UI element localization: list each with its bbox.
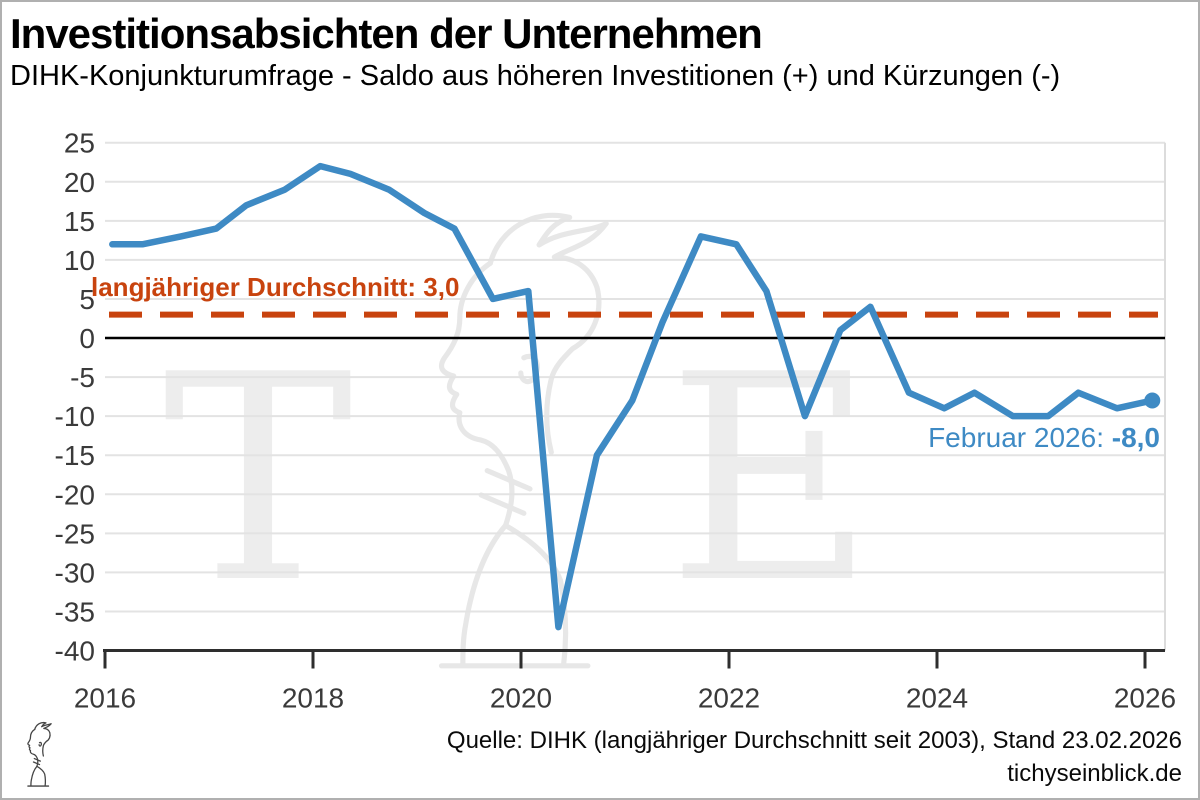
x-axis-tick-label: 2024 (906, 683, 968, 714)
last-point-label: Februar 2026: -8,0 (928, 422, 1160, 453)
x-axis-tick-label: 2016 (74, 683, 136, 714)
y-axis-tick-label: -10 (55, 401, 95, 432)
page-subtitle: DIHK-Konjunkturumfrage - Saldo aus höher… (10, 60, 1061, 92)
last-point-marker (1144, 392, 1161, 409)
x-axis-tick-label: 2018 (282, 683, 344, 714)
y-axis-tick-label: 5 (79, 284, 95, 315)
page-title: Investitionsabsichten der Unternehmen (10, 10, 763, 57)
site-url: tichyseinblick.de (1007, 760, 1182, 787)
y-axis-tick-label: -30 (55, 557, 95, 588)
y-axis-tick-label: 25 (64, 128, 95, 159)
average-line-label: langjähriger Durchschnitt: 3,0 (91, 272, 459, 302)
y-axis-tick-label: -40 (55, 636, 95, 667)
x-axis-tick-label: 2020 (490, 683, 552, 714)
tichys-logo-icon (27, 721, 52, 787)
source-note: Quelle: DIHK (langjähriger Durchschnitt … (446, 727, 1182, 754)
watermark-letter: E (667, 314, 875, 646)
trend-line (109, 162, 1156, 631)
y-axis-tick-label: 10 (64, 245, 95, 276)
x-axis-tick-label: 2022 (698, 683, 760, 714)
y-axis-tick-label: 15 (64, 206, 95, 237)
y-axis-tick-label: -5 (70, 362, 95, 393)
watermark-head-icon (442, 215, 607, 665)
y-axis-tick-label: 20 (64, 167, 95, 198)
x-axis-tick-label: 2026 (1114, 683, 1176, 714)
y-axis-tick-label: -15 (55, 440, 95, 471)
y-axis-tick-label: -20 (55, 479, 95, 510)
watermark-letter: T (163, 314, 354, 646)
y-axis-tick-label: -25 (55, 518, 95, 549)
y-axis-tick-label: 0 (79, 323, 95, 354)
y-axis-tick-label: -35 (55, 596, 95, 627)
